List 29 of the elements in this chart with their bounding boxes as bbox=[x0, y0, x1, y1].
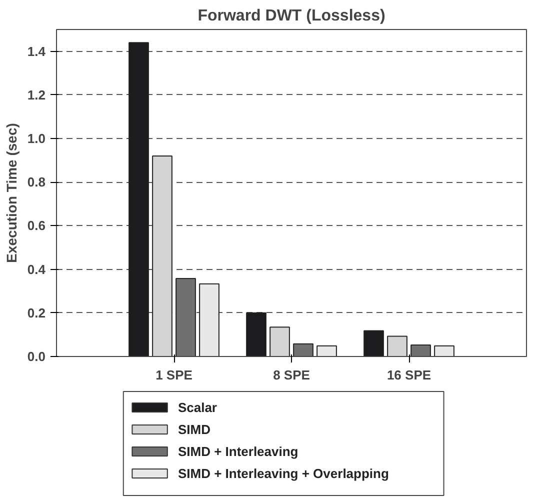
legend-label: SIMD bbox=[178, 422, 210, 437]
x-tick-label: 16 SPE bbox=[386, 368, 432, 382]
y-tick-label: 1.0 bbox=[27, 131, 46, 146]
bar bbox=[434, 345, 454, 356]
legend-label: SIMD + Interleaving bbox=[178, 444, 298, 459]
bar bbox=[270, 326, 290, 356]
legend-label: SIMD + Interleaving + Overlapping bbox=[178, 466, 389, 481]
chart-title: Forward DWT (Lossless) bbox=[198, 8, 386, 24]
y-tick-label: 0.4 bbox=[27, 262, 46, 277]
bar bbox=[246, 312, 266, 356]
x-tick-label: 8 SPE bbox=[273, 368, 310, 382]
y-tick-label: 0.8 bbox=[27, 174, 46, 190]
y-axis-title: Execution Time (sec) bbox=[3, 123, 20, 263]
x-tick-label: 1 SPE bbox=[156, 368, 193, 382]
y-tick-label: 1.2 bbox=[27, 87, 46, 102]
bar bbox=[199, 283, 220, 356]
bar bbox=[128, 42, 149, 356]
y-tick-label: 0.0 bbox=[27, 349, 46, 364]
y-tick-label: 0.2 bbox=[27, 305, 46, 320]
y-tick-label: 0.6 bbox=[27, 218, 46, 234]
legend-label: Scalar bbox=[178, 400, 218, 415]
bar bbox=[316, 345, 337, 356]
bar bbox=[387, 336, 408, 356]
bar bbox=[410, 344, 431, 356]
bar bbox=[293, 343, 314, 356]
bar bbox=[152, 155, 172, 356]
y-tick-label: 1.4 bbox=[27, 44, 46, 59]
bar bbox=[176, 278, 196, 356]
bar bbox=[364, 330, 384, 356]
